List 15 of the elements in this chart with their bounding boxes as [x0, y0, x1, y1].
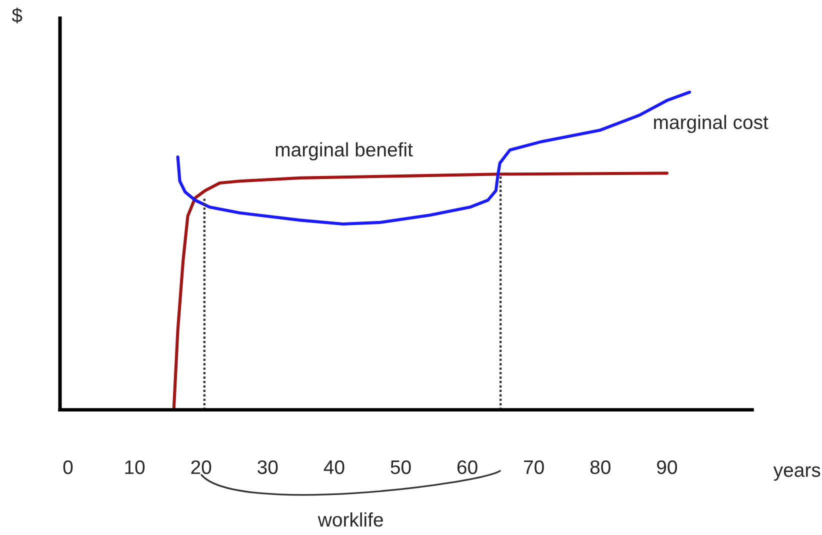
annotation: marginal benefit — [276, 142, 413, 160]
annotation: marginal cost — [654, 114, 768, 133]
x-tick-label: 10 — [125, 460, 145, 474]
x-axis-title: years — [773, 466, 820, 481]
x-tick-label: 90 — [657, 460, 677, 474]
x-tick-label: 80 — [590, 460, 610, 474]
x-tick-label: 50 — [390, 460, 411, 474]
x-tick-label: 70 — [524, 460, 544, 474]
x-tick-label: 40 — [324, 460, 344, 474]
x-tick-label: 60 — [457, 460, 478, 474]
x-tick-label: 0 — [63, 460, 73, 474]
y-axis-title: $ — [12, 8, 22, 24]
x-tick-label: 20 — [191, 460, 212, 474]
x-tick-label: 30 — [258, 460, 278, 474]
text: worklife — [318, 512, 383, 527]
